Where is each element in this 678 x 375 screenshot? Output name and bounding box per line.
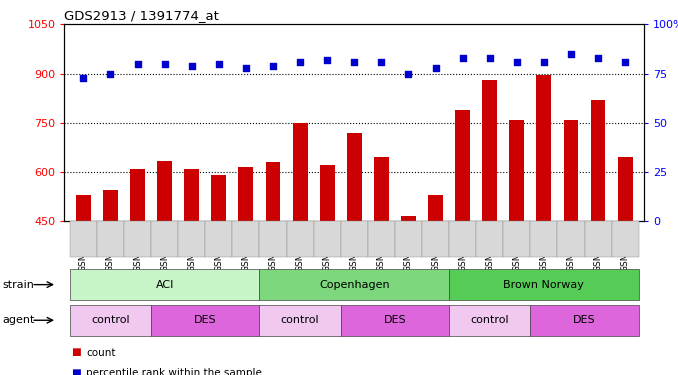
Text: control: control — [91, 315, 129, 325]
Bar — [347, 133, 361, 369]
Point — [78, 75, 89, 81]
Bar — [212, 176, 226, 369]
Text: percentile rank within the sample: percentile rank within the sample — [86, 368, 262, 375]
Point — [430, 64, 441, 70]
Text: control: control — [471, 315, 509, 325]
Text: agent: agent — [2, 315, 35, 325]
Text: DES: DES — [573, 315, 596, 325]
Bar — [618, 157, 633, 369]
Point — [241, 64, 252, 70]
Bar — [320, 165, 335, 369]
Point — [403, 70, 414, 76]
Bar — [563, 120, 578, 369]
Bar — [428, 195, 443, 369]
Point — [159, 61, 170, 67]
Point — [511, 59, 522, 65]
Text: control: control — [281, 315, 319, 325]
Point — [186, 63, 197, 69]
Bar — [266, 162, 281, 369]
Text: strain: strain — [2, 280, 34, 290]
Text: ■: ■ — [71, 348, 81, 357]
Point — [268, 63, 279, 69]
Point — [214, 61, 224, 67]
Bar — [76, 195, 91, 369]
Text: Copenhagen: Copenhagen — [319, 280, 390, 290]
Bar — [401, 216, 416, 369]
Bar — [482, 80, 497, 369]
Point — [538, 59, 549, 65]
Bar — [591, 100, 605, 369]
Bar — [536, 75, 551, 369]
Text: Brown Norway: Brown Norway — [504, 280, 584, 290]
Text: GDS2913 / 1391774_at: GDS2913 / 1391774_at — [64, 9, 219, 22]
Text: ■: ■ — [71, 368, 81, 375]
Point — [322, 57, 333, 63]
Text: count: count — [86, 348, 116, 357]
Bar — [103, 190, 118, 369]
Point — [620, 59, 631, 65]
Point — [484, 55, 495, 61]
Bar — [157, 160, 172, 369]
Text: DES: DES — [194, 315, 216, 325]
Point — [295, 59, 306, 65]
Bar — [239, 167, 254, 369]
Point — [132, 61, 143, 67]
Bar — [130, 169, 145, 369]
Point — [349, 59, 360, 65]
Text: ACI: ACI — [155, 280, 174, 290]
Bar — [509, 120, 524, 369]
Bar — [374, 157, 388, 369]
Bar — [455, 110, 470, 369]
Point — [105, 70, 116, 76]
Point — [593, 55, 603, 61]
Point — [376, 59, 386, 65]
Text: DES: DES — [384, 315, 406, 325]
Bar — [293, 123, 308, 369]
Point — [457, 55, 468, 61]
Point — [565, 51, 576, 57]
Bar — [184, 169, 199, 369]
